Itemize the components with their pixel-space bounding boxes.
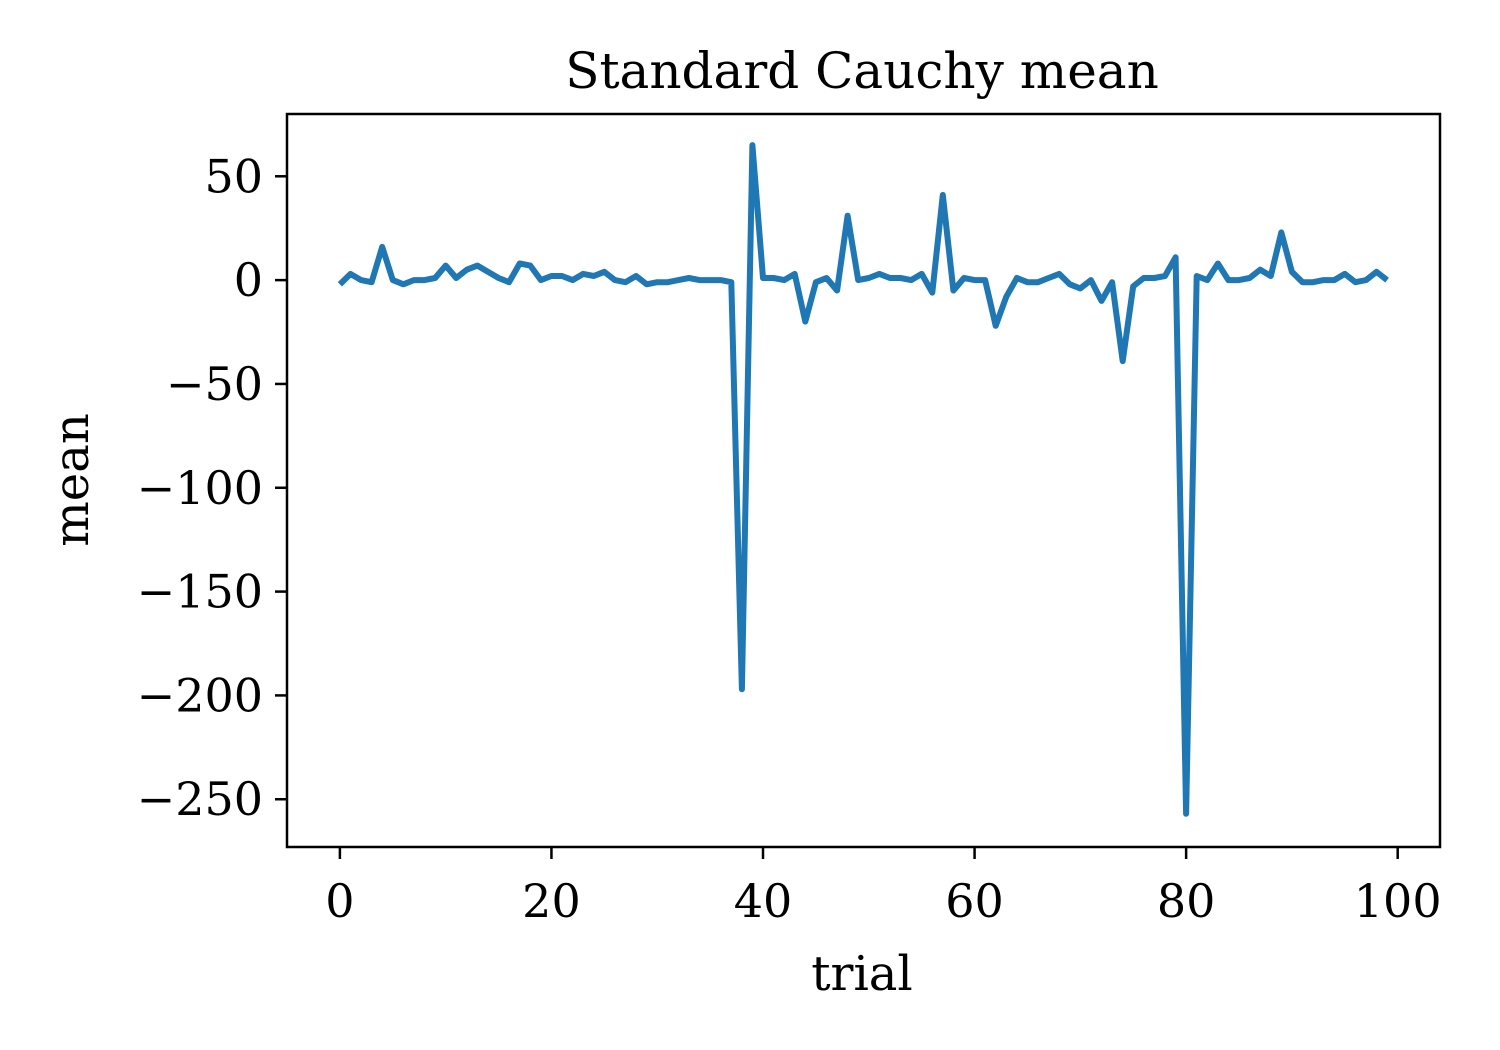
chart-title: Standard Cauchy mean: [565, 42, 1159, 100]
y-tick-label: 0: [234, 253, 263, 307]
x-tick-label: 0: [325, 874, 354, 928]
y-tick-label: 50: [204, 149, 263, 203]
x-axis-title: trial: [811, 946, 913, 1002]
x-tick-label: 20: [522, 874, 581, 928]
y-tick-label: −250: [137, 772, 263, 826]
y-axis-title: mean: [44, 413, 100, 546]
series-line: [337, 142, 1389, 817]
x-tick-label: 40: [734, 874, 793, 928]
x-tick-label: 60: [945, 874, 1004, 928]
y-tick-label: −50: [166, 357, 263, 411]
y-tick-label: −200: [137, 668, 263, 722]
x-axis: 0 20 40 60 80 100: [325, 847, 1442, 928]
x-tick-label: 80: [1157, 874, 1216, 928]
y-tick-label: −100: [137, 461, 263, 515]
y-tick-label: −150: [137, 565, 263, 619]
x-tick-label: 100: [1354, 874, 1442, 928]
y-axis: 50 0 −50 −100 −150 −200 −250: [137, 149, 287, 826]
plot-frame: [285, 112, 1442, 849]
